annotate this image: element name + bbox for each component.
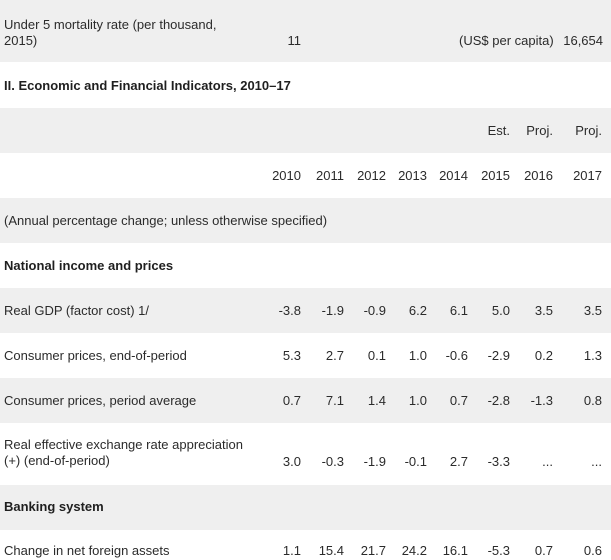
- value-2015: -2.8: [487, 393, 510, 408]
- value-2017: 1.3: [583, 348, 602, 363]
- value-2015: -5.3: [487, 543, 510, 558]
- value-2015: 5.0: [491, 303, 510, 318]
- value-2012: 21.7: [360, 543, 386, 558]
- section-title: II. Economic and Financial Indicators, 2…: [4, 78, 291, 93]
- table-row: Consumer prices, period average 0.7 7.1 …: [0, 378, 611, 423]
- value-2016: -1.3: [530, 393, 553, 408]
- row-label-line1: Real effective exchange rate appreciatio…: [4, 437, 243, 452]
- value-2014: -0.6: [445, 348, 468, 363]
- mortality-label-line2: 2015): [4, 33, 38, 48]
- value-2011: 2.7: [325, 348, 344, 363]
- table-row: Change in net foreign assets 1.1 15.4 21…: [0, 530, 611, 560]
- value-2013: 1.0: [408, 348, 427, 363]
- year-2015: 2015: [481, 168, 510, 183]
- group-title-national: National income and prices: [4, 258, 174, 273]
- year-2014: 2014: [439, 168, 468, 183]
- gdp-per-capita-label: (US$ per capita): [459, 33, 554, 48]
- value-2014: 2.7: [449, 454, 468, 469]
- value-2011: -1.9: [321, 303, 344, 318]
- value-2011: -0.3: [321, 454, 344, 469]
- group-title-banking: Banking system: [4, 499, 104, 514]
- value-2015: -2.9: [487, 348, 510, 363]
- value-2014: 16.1: [442, 543, 468, 558]
- mortality-label-line1: Under 5 mortality rate (per thousand,: [4, 17, 217, 32]
- value-2013: 1.0: [408, 393, 427, 408]
- value-2013: 24.2: [401, 543, 427, 558]
- value-2010: 5.3: [282, 348, 301, 363]
- units-note: (Annual percentage change; unless otherw…: [4, 213, 328, 228]
- row-label: Consumer prices, end-of-period: [4, 348, 187, 363]
- value-2012: 1.4: [367, 393, 386, 408]
- note-row: (Annual percentage change; unless otherw…: [0, 198, 611, 243]
- table-row: Real GDP (factor cost) 1/ -3.8 -1.9 -0.9…: [0, 288, 611, 333]
- value-2016: ...: [542, 454, 553, 469]
- row-label: Change in net foreign assets: [4, 543, 170, 558]
- value-2012: 0.1: [367, 348, 386, 363]
- table-row: Real effective exchange rate appreciatio…: [0, 423, 611, 485]
- value-2016: 0.7: [534, 543, 553, 558]
- year-2013: 2013: [398, 168, 427, 183]
- value-2010: 0.7: [282, 393, 301, 408]
- value-2010: 1.1: [282, 543, 301, 558]
- value-2011: 7.1: [325, 393, 344, 408]
- value-2017: 3.5: [583, 303, 602, 318]
- value-2017: 0.6: [583, 543, 602, 558]
- status-col-est-2015: Est.: [487, 123, 510, 138]
- year-2011: 2011: [316, 168, 344, 183]
- row-label: Consumer prices, period average: [4, 393, 197, 408]
- value-2013: 6.2: [408, 303, 427, 318]
- status-header-row: Est. Proj. Proj.: [0, 108, 611, 153]
- value-2011: 15.4: [318, 543, 344, 558]
- value-2010: -3.8: [278, 303, 301, 318]
- section-title-row: II. Economic and Financial Indicators, 2…: [0, 62, 611, 108]
- row-label: Real GDP (factor cost) 1/: [4, 303, 149, 318]
- value-2017: 0.8: [583, 393, 602, 408]
- value-2014: 6.1: [449, 303, 468, 318]
- value-2010: 3.0: [282, 454, 301, 469]
- mortality-value: 11: [287, 33, 302, 48]
- year-2016: 2016: [524, 168, 553, 183]
- status-col-proj-2016: Proj.: [526, 123, 553, 138]
- years-header-row: 2010 2011 2012 2013 2014 2015 2016 2017: [0, 153, 611, 198]
- row-label-line2: (+) (end-of-period): [4, 453, 110, 468]
- year-2012: 2012: [357, 168, 386, 183]
- value-2013: -0.1: [404, 454, 427, 469]
- value-2016: 3.5: [534, 303, 553, 318]
- value-2012: -1.9: [363, 454, 386, 469]
- value-2012: -0.9: [363, 303, 386, 318]
- table-row: Consumer prices, end-of-period 5.3 2.7 0…: [0, 333, 611, 378]
- value-2015: -3.3: [487, 454, 510, 469]
- gdp-per-capita-value: 16,654: [563, 33, 603, 48]
- status-col-proj-2017: Proj.: [575, 123, 602, 138]
- mortality-row: Under 5 mortality rate (per thousand, 20…: [0, 0, 611, 62]
- value-2016: 0.2: [534, 348, 553, 363]
- year-2010: 2010: [272, 168, 301, 183]
- year-2017: 2017: [573, 168, 602, 183]
- group-row-banking: Banking system: [0, 485, 611, 530]
- group-row-national: National income and prices: [0, 243, 611, 288]
- value-2017: ...: [591, 454, 602, 469]
- value-2014: 0.7: [449, 393, 468, 408]
